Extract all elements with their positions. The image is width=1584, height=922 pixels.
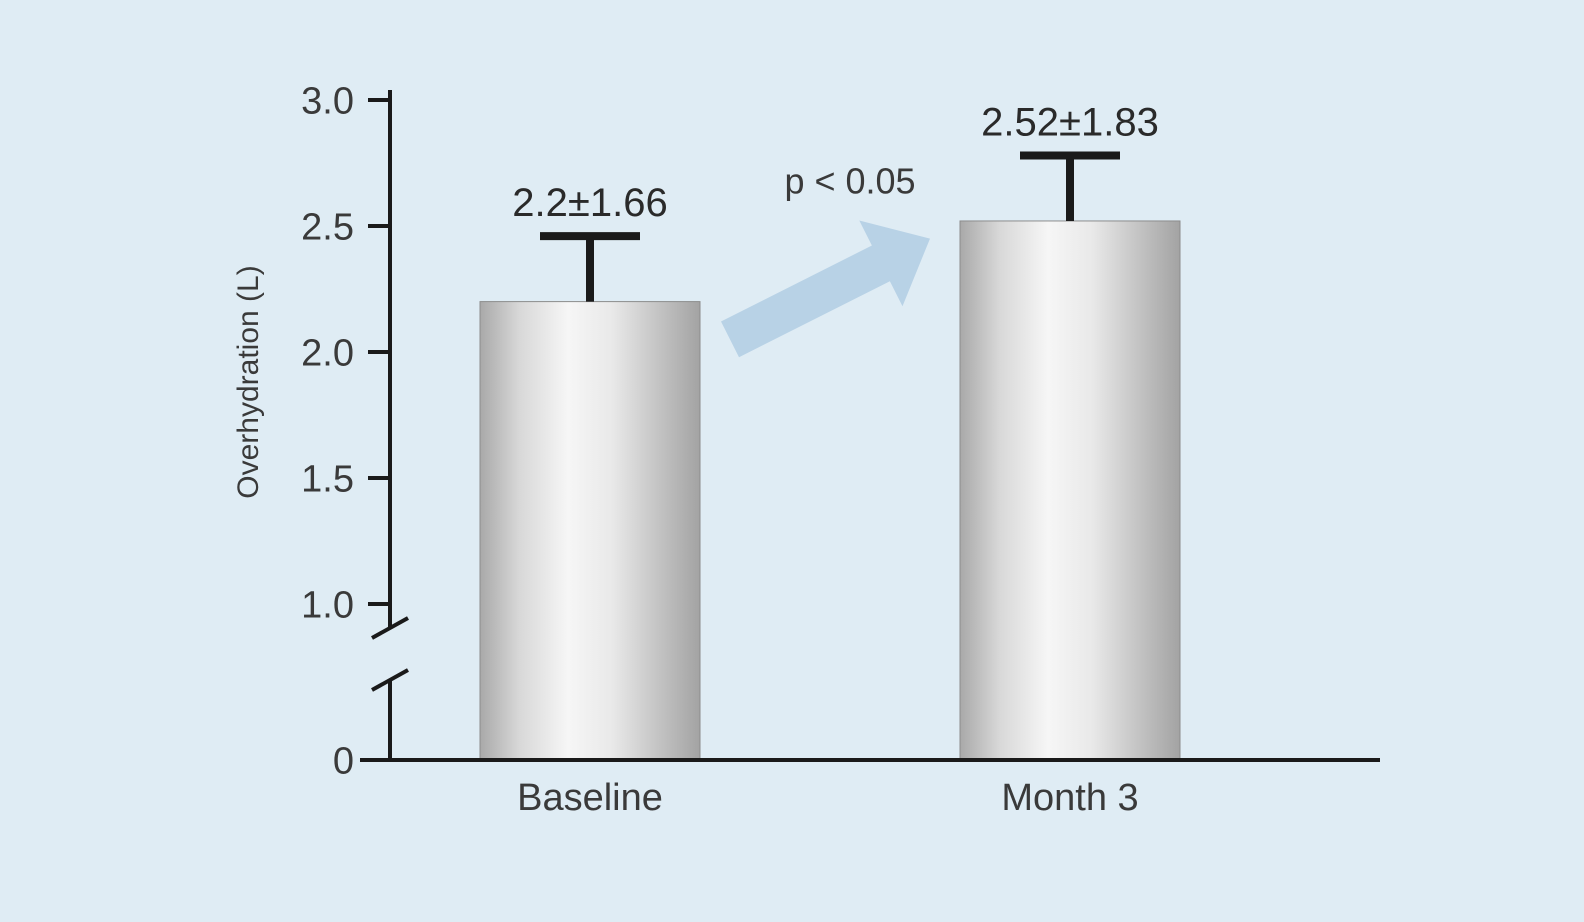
ytick-label-2: 1.5: [301, 458, 354, 500]
chart-page: 2.2±1.66 2.52±1.83 p < 0.05 0 1.0 1.5 2.…: [0, 0, 1584, 922]
ytick-label-3: 2.0: [301, 332, 354, 374]
value-label-baseline: 2.2±1.66: [512, 181, 667, 225]
ytick-label-1: 1.0: [301, 584, 354, 626]
overhydration-bar-chart: 2.2±1.66 2.52±1.83 p < 0.05 0 1.0 1.5 2.…: [0, 0, 1584, 922]
category-label-baseline: Baseline: [517, 777, 663, 819]
ytick-label-4: 2.5: [301, 206, 354, 248]
y-axis-label: Overhydration (L): [232, 265, 265, 498]
bar-baseline: [480, 302, 700, 760]
category-label-month3: Month 3: [1001, 777, 1138, 819]
value-label-month3: 2.52±1.83: [981, 100, 1159, 144]
p-value-label: p < 0.05: [784, 161, 915, 202]
ytick-label-0: 0: [333, 740, 354, 782]
bar-month3: [960, 221, 1180, 760]
ytick-label-5: 3.0: [301, 80, 354, 122]
